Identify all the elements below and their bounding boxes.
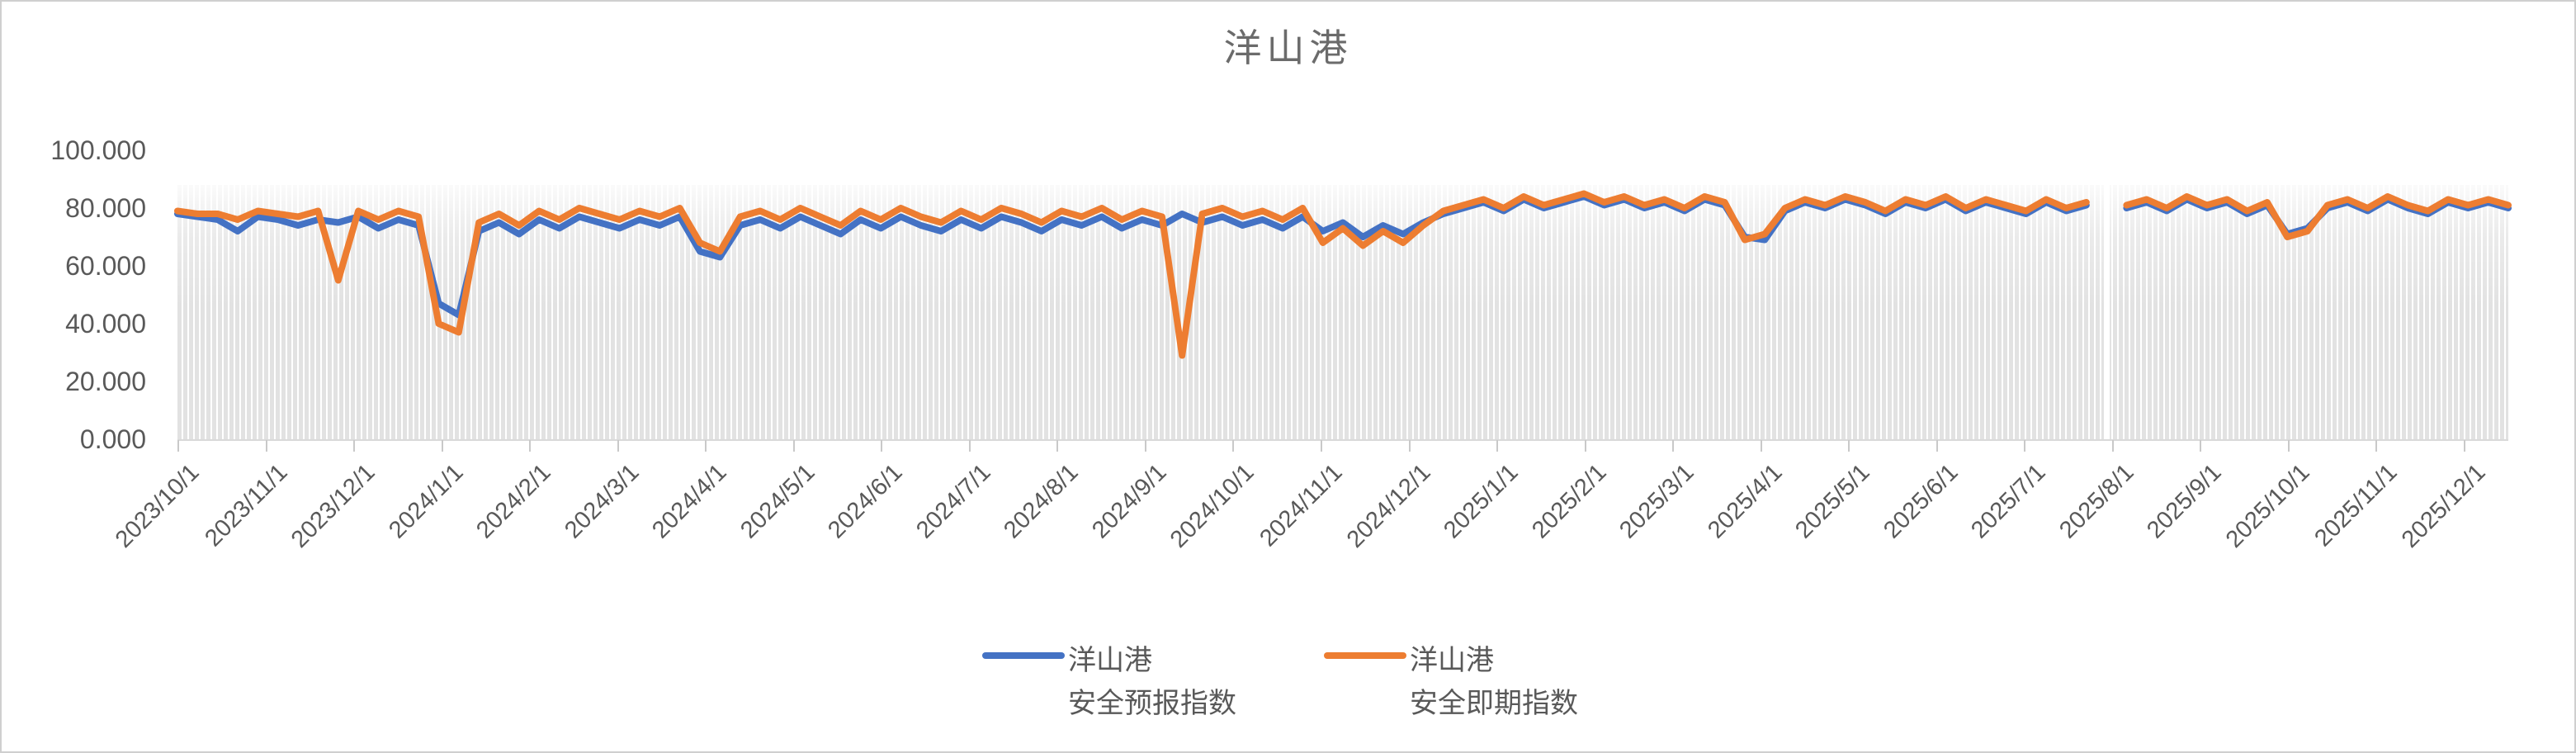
x-axis-label: 2025/2/1 [1526,459,1612,544]
legend-label-spot: 洋山港 安全即期指数 [1410,639,1578,725]
series-plot [174,190,2512,359]
x-axis-tick [1321,440,1322,452]
x-axis-tick [1760,440,1762,452]
x-axis-tick [617,440,619,452]
x-axis-line [177,439,2508,441]
y-axis-label: 100.000 [50,135,146,165]
x-axis-tick [1232,440,1235,452]
y-axis-label: 60.000 [65,251,146,281]
x-axis-label: 2025/8/1 [2054,459,2139,544]
y-axis-label: 80.000 [65,193,146,223]
x-axis-tick [792,440,795,452]
x-axis-label: 2024/10/1 [1165,459,1260,553]
legend-item-forecast: 洋山港 安全预报指数 [982,639,1236,725]
x-axis-tick [1848,440,1850,452]
x-axis-tick [1584,440,1586,452]
x-axis-tick [1672,440,1675,452]
legend-item-spot: 洋山港 安全即期指数 [1324,639,1578,725]
x-axis-label: 2025/3/1 [1614,459,1699,544]
x-axis-label: 2024/5/1 [735,459,820,544]
x-axis-label: 2025/10/1 [2220,459,2315,553]
x-axis-tick [2200,440,2202,452]
x-axis-label: 2024/12/1 [1341,459,1436,553]
x-axis-tick [265,440,267,452]
x-axis-label: 2024/2/1 [471,459,556,544]
x-axis-label: 2024/1/1 [383,459,469,544]
data-gap-strip [2104,183,2110,440]
x-axis-label: 2024/11/1 [1255,459,1348,552]
x-axis-tick [441,440,443,452]
y-axis-label: 20.000 [65,367,146,396]
x-axis-label: 2024/6/1 [823,459,908,544]
x-axis-tick [2024,440,2026,452]
x-axis-tick [1408,440,1411,452]
chart-title: 洋山港 [1223,26,1353,69]
x-axis-label: 2023/12/1 [286,459,380,553]
x-axis-label: 2025/4/1 [1702,459,1788,544]
x-axis-tick [1936,440,1938,452]
legend-swatch-spot-line [1324,652,1406,659]
x-axis-label: 2023/10/1 [110,459,205,553]
x-axis-label: 2024/4/1 [647,459,732,544]
x-axis-label: 2025/9/1 [2142,459,2228,544]
x-axis-tick [177,440,179,452]
x-axis-tick [529,440,532,452]
x-axis-label: 2025/6/1 [1878,459,1964,544]
y-axis-label: 0.000 [79,424,146,454]
x-axis-tick [2464,440,2465,452]
x-axis-tick [2287,440,2290,452]
x-axis-label: 2025/7/1 [1966,459,2051,544]
x-axis-tick [1056,440,1059,452]
x-axis-label: 2025/11/1 [2309,459,2403,552]
x-axis-label: 2024/9/1 [1087,459,1172,544]
x-axis-tick [2375,440,2378,452]
x-axis-label: 2023/11/1 [199,459,293,552]
x-axis-label: 2024/7/1 [911,459,996,544]
legend-label-spot-line1: 洋山港 [1410,645,1494,676]
x-axis-label: 2025/12/1 [2396,459,2491,553]
x-axis-label: 2025/1/1 [1439,459,1524,544]
x-axis-label: 2024/3/1 [559,459,645,544]
x-axis-label: 2025/5/1 [1790,459,1875,544]
plot-area [174,150,2512,440]
x-axis-tick [1496,440,1499,452]
legend-label-forecast: 洋山港 安全预报指数 [1068,639,1236,725]
legend-label-spot-line2: 安全即期指数 [1410,688,1578,719]
x-axis-label: 2024/8/1 [999,459,1085,544]
x-axis-tick [2111,440,2114,452]
forecast-index-line [174,193,2512,319]
x-axis-tick [968,440,971,452]
legend-label-forecast-line2: 安全预报指数 [1068,688,1236,719]
legend-label-forecast-line1: 洋山港 [1068,645,1152,676]
legend-swatch-forecast-line [982,652,1065,659]
x-axis-tick [881,440,883,452]
x-axis-tick [353,440,356,452]
y-axis-label: 40.000 [65,309,146,339]
x-axis-tick [1144,440,1146,452]
x-axis-tick [705,440,707,452]
legend: 洋山港 安全预报指数 洋山港 安全即期指数 [982,639,1578,725]
spot-index-line [174,190,2512,359]
